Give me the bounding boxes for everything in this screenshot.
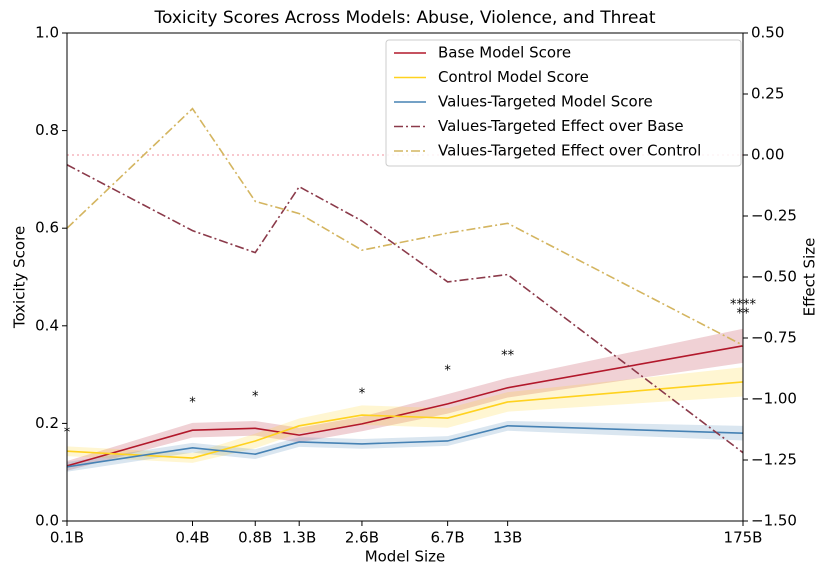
series-line <box>66 381 744 459</box>
y-tick-label: 0.8 <box>35 121 59 139</box>
x-tick-label: 175B <box>724 529 763 547</box>
x-tick-label: 2.6B <box>345 529 379 547</box>
legend-label: Base Model Score <box>438 44 571 62</box>
chart-title: Toxicity Scores Across Models: Abuse, Vi… <box>153 8 655 28</box>
significance-marker: * <box>444 364 451 379</box>
confidence-band <box>67 328 743 471</box>
y2-tick-label: −1.00 <box>751 390 797 408</box>
series-line <box>66 164 744 454</box>
y2-tick-label: 0.25 <box>751 85 784 103</box>
x-axis-label: Model Size <box>365 548 446 566</box>
x-tick-label: 6.7B <box>431 529 465 547</box>
series-line <box>66 107 744 347</box>
legend-label: Values-Targeted Effect over Control <box>438 142 701 160</box>
legend-label: Values-Targeted Effect over Base <box>438 117 684 135</box>
x-tick-label: 13B <box>493 529 522 547</box>
y2-tick-label: −0.25 <box>751 207 797 225</box>
significance-marker: * <box>359 387 366 402</box>
legend-label: Values-Targeted Model Score <box>438 93 653 111</box>
x-tick-label: 0.4B <box>175 529 209 547</box>
y2-tick-label: −0.50 <box>751 268 797 286</box>
significance-marker: * <box>189 395 196 410</box>
y-tick-label: 0.4 <box>35 316 59 334</box>
y-tick-label: 0.2 <box>35 414 59 432</box>
y-tick-label: 0.6 <box>35 219 59 237</box>
y2-tick-label: −0.75 <box>751 329 797 347</box>
legend-box <box>385 39 742 167</box>
y-tick-label: 0.0 <box>35 512 59 530</box>
y-tick-label: 1.0 <box>35 24 59 42</box>
y2-axis-label: Effect Size <box>801 238 818 317</box>
confidence-band <box>67 420 743 472</box>
y2-tick-label: −1.50 <box>751 512 797 530</box>
series-line <box>66 425 744 468</box>
y2-tick-label: 0.00 <box>751 146 784 164</box>
y2-tick-label: −1.25 <box>751 451 797 469</box>
x-tick-label: 1.3B <box>282 529 316 547</box>
plot-frame <box>66 32 744 522</box>
legend-label: Control Model Score <box>438 68 589 86</box>
significance-marker: * <box>252 390 259 405</box>
x-tick-label: 0.1B <box>50 529 84 547</box>
y-axis-label: Toxicity Score <box>11 226 29 329</box>
x-tick-label: 0.8B <box>238 529 272 547</box>
y2-tick-label: 0.50 <box>751 24 784 42</box>
confidence-band <box>67 367 743 463</box>
significance-marker: ** <box>501 349 515 364</box>
series-line <box>66 345 744 467</box>
